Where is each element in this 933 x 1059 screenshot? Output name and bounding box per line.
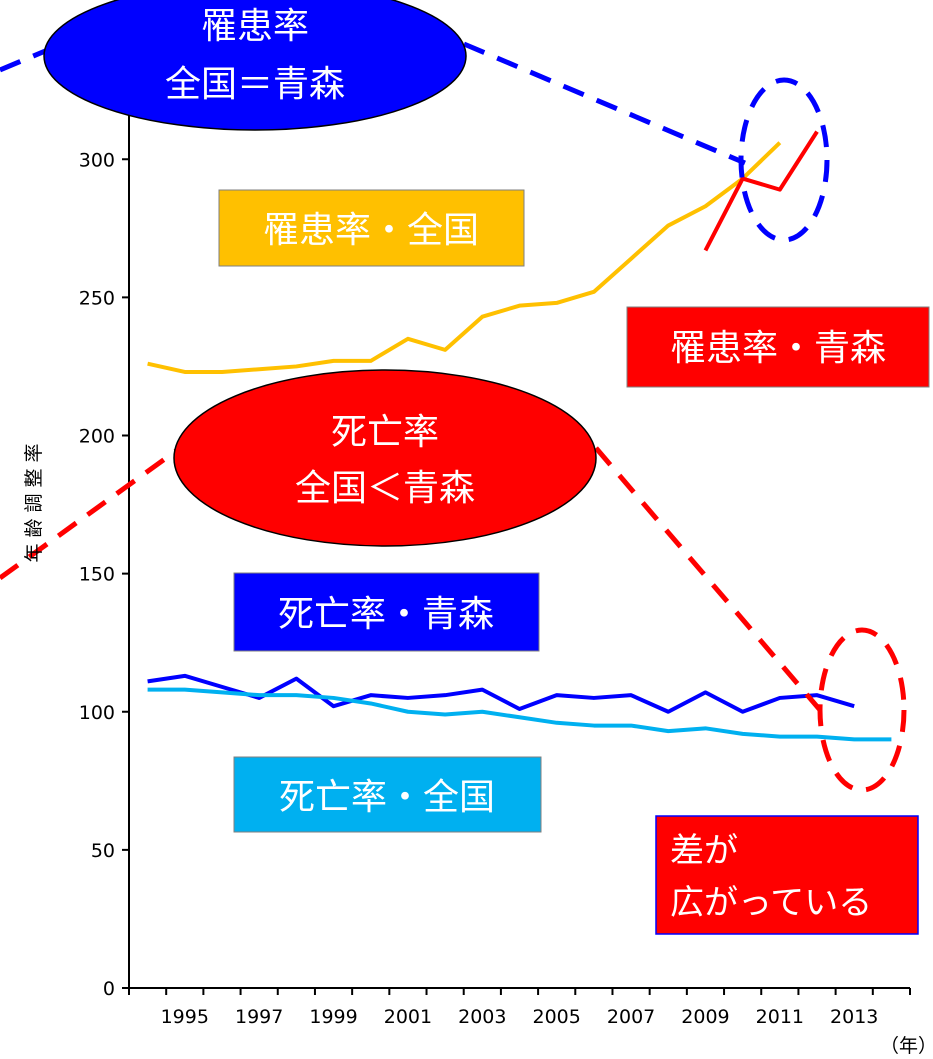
bubble-mortality-higher: 死亡率 全国＜青森 xyxy=(173,369,597,547)
label-mortality-aomori-text: 死亡率・青森 xyxy=(278,594,494,635)
x-tick-label: 1997 xyxy=(235,1006,283,1028)
x-tick-label: 1999 xyxy=(309,1006,357,1028)
x-tick-label: 2013 xyxy=(830,1006,878,1028)
x-ticks: 1995 1997 1999 2001 2003 2005 2007 2009 2011 2013 xyxy=(128,988,911,1028)
series-line-1 xyxy=(703,130,819,252)
series-layer xyxy=(147,130,892,742)
note-gap-widening: 差が 広がっている xyxy=(655,815,919,935)
bubble-red-shape xyxy=(173,369,597,547)
x-tick-label: 2005 xyxy=(533,1006,581,1028)
y-tick-label: 300 xyxy=(79,149,115,171)
y-tick-label: 0 xyxy=(103,978,115,1000)
blue-dashed-connector-right xyxy=(463,41,746,166)
bubble-incidence-equal: 罹患率 全国＝青森 xyxy=(43,0,467,131)
note-gap-line1: 差が xyxy=(670,831,738,871)
label-mortality-national: 死亡率・全国 xyxy=(233,756,542,833)
note-gap-line2: 広がっている xyxy=(670,883,872,923)
y-ticks: 0 50 100 150 200 250 300 xyxy=(79,149,129,1000)
label-incidence-aomori-text: 罹患率・青森 xyxy=(670,328,886,369)
label-incidence-national: 罹患率・全国 xyxy=(218,189,525,267)
red-dashed-ellipse xyxy=(817,627,907,793)
series-line-3 xyxy=(147,687,892,742)
x-tick-label: 2007 xyxy=(607,1006,655,1028)
bubble-blue-line2: 全国＝青森 xyxy=(165,64,345,105)
x-tick-label: 2011 xyxy=(756,1006,804,1028)
bubble-blue-line1: 罹患率 xyxy=(201,6,309,47)
note-gap-box xyxy=(655,815,919,935)
x-tick-label: 2003 xyxy=(458,1006,506,1028)
bubble-red-line2: 全国＜青森 xyxy=(295,468,475,509)
y-tick-label: 100 xyxy=(79,702,115,724)
y-tick-label: 150 xyxy=(79,564,115,586)
bubble-blue-shape xyxy=(43,0,467,131)
y-tick-label: 50 xyxy=(91,840,115,862)
blue-dashed-ellipse xyxy=(738,77,830,243)
annotation-shapes xyxy=(0,41,907,793)
axes xyxy=(128,104,910,989)
y-tick-label: 250 xyxy=(79,287,115,309)
red-dashed-connector-right xyxy=(594,446,822,712)
y-tick-label: 200 xyxy=(79,426,115,448)
x-tick-label: 2001 xyxy=(384,1006,432,1028)
label-incidence-aomori: 罹患率・青森 xyxy=(626,306,930,388)
label-mortality-national-text: 死亡率・全国 xyxy=(279,777,495,818)
x-tick-label: 2009 xyxy=(681,1006,729,1028)
label-mortality-aomori: 死亡率・青森 xyxy=(233,572,540,652)
bubble-red-line1: 死亡率 xyxy=(331,412,439,453)
x-tick-label: 1995 xyxy=(161,1006,209,1028)
x-axis-title: （年） xyxy=(880,1035,933,1057)
y-axis-title: 年齢調整率 xyxy=(23,437,45,562)
label-incidence-national-text: 罹患率・全国 xyxy=(263,210,479,251)
red-dashed-connector-left xyxy=(0,445,182,581)
series-line-0 xyxy=(147,141,782,374)
